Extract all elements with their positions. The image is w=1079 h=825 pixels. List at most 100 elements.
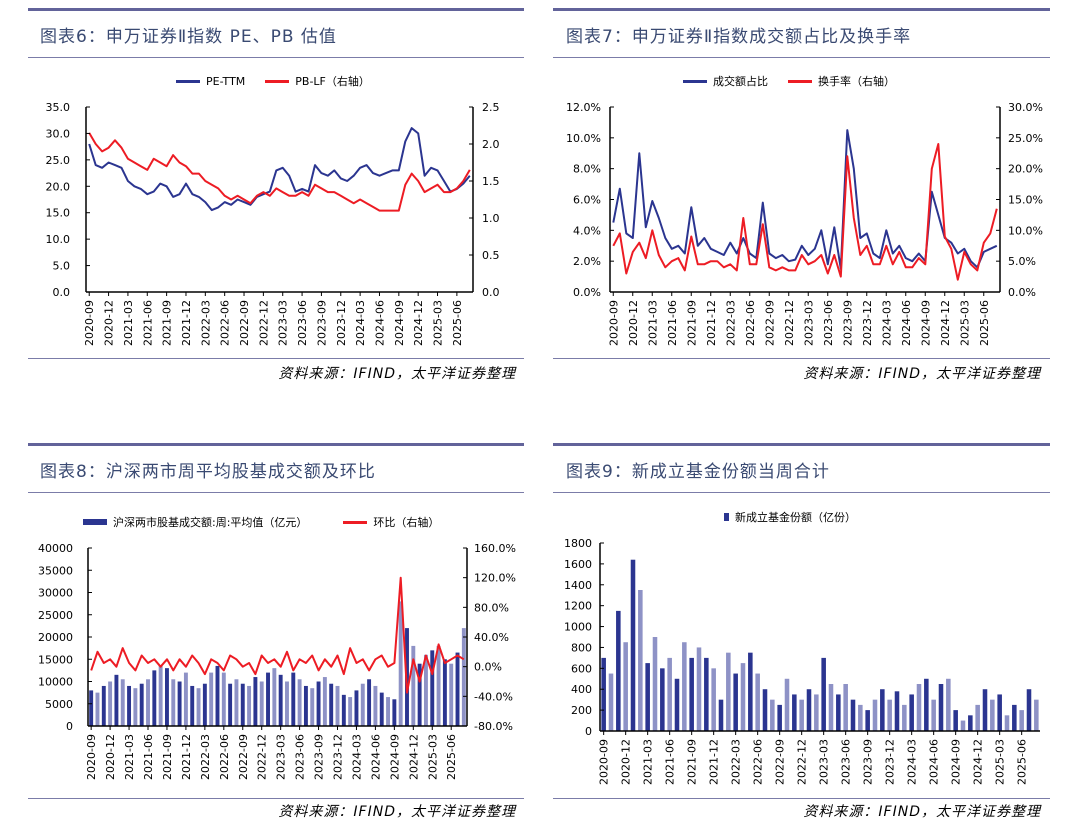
x-tick-label: 2025-06 <box>451 300 464 346</box>
bar <box>755 673 760 731</box>
bar <box>814 694 819 731</box>
x-tick-label: 2024-12 <box>972 739 985 785</box>
bar <box>953 710 958 731</box>
x-tick-label: 2024-12 <box>407 734 420 780</box>
x-tick-label: 2021-12 <box>180 734 193 780</box>
panel9-title-rule <box>553 492 1050 493</box>
bar <box>379 692 384 726</box>
y-tick-label-right: 160.0% <box>474 542 516 555</box>
legend-swatch-volume <box>83 519 107 525</box>
y-tick-label-right: 15.0% <box>1008 194 1043 207</box>
bar <box>850 699 856 731</box>
bar <box>190 685 195 726</box>
bar <box>660 668 665 731</box>
bar <box>373 685 378 726</box>
bar <box>196 688 201 726</box>
x-tick-label: 2022-12 <box>256 734 269 780</box>
bar <box>133 688 138 726</box>
legend-label-turnover: 换手率（右轴） <box>818 75 895 88</box>
chart9-title: 图表9：新成立基金份额当周合计 <box>566 462 830 482</box>
chart8: 40000 35000 30000 25000 20000 15000 10000 5000 0… <box>38 542 516 780</box>
y-tick-label-left: 8.0% <box>573 163 601 176</box>
bar <box>916 684 922 731</box>
y-tick-label-left: 20000 <box>38 631 73 644</box>
x-tick-label: 2024-03 <box>354 300 367 346</box>
bar <box>982 689 988 731</box>
bar <box>158 665 163 726</box>
x-tick-label: 2021-03 <box>646 300 659 346</box>
y-tick-label-left: 40000 <box>38 542 73 555</box>
x-tick-label: 2023-12 <box>861 300 874 346</box>
x-tick-label: 2024-06 <box>369 734 382 780</box>
x-tick-label: 2020-12 <box>103 300 116 346</box>
bar <box>95 692 100 726</box>
y-tick-label-left: 20.0 <box>46 180 71 193</box>
panel8-bottom-rule <box>28 798 524 799</box>
bar <box>887 699 892 731</box>
bar <box>909 694 914 731</box>
bar <box>858 704 863 731</box>
y-tick-label-right: 0.0% <box>474 661 502 674</box>
x-tick-label: 2022-06 <box>752 739 765 785</box>
bar <box>215 665 220 726</box>
series-line-0 <box>612 129 998 270</box>
bar <box>601 657 606 731</box>
y-tick-label-right: 120.0% <box>474 572 516 585</box>
bar <box>291 672 296 726</box>
x-tick-label: 2021-12 <box>180 300 193 346</box>
x-tick-label: 2020-12 <box>620 739 633 785</box>
x-tick-label: 2020-09 <box>85 734 98 780</box>
x-tick-label: 2022-06 <box>218 734 231 780</box>
bar <box>386 697 390 726</box>
y-tick-label-left: 35000 <box>38 564 73 577</box>
chart8-legend: 沪深两市股基成交额:周:平均值（亿元） 环比（右轴） <box>83 514 439 530</box>
bar <box>960 720 966 731</box>
x-tick-label: 2024-03 <box>906 739 919 785</box>
bar <box>114 674 119 726</box>
x-tick-label: 2021-09 <box>161 734 174 780</box>
y-tick-label-left: 200 <box>571 704 592 717</box>
x-tick-label: 2022-06 <box>744 300 757 346</box>
chart9-source: 资料来源：IFIND，太平洋证券整理 <box>803 804 1041 820</box>
bar <box>821 657 826 731</box>
series-line-1 <box>90 576 465 694</box>
bar <box>449 663 454 726</box>
x-tick-label: 2025-06 <box>1016 739 1029 785</box>
x-tick-label: 2022-03 <box>730 739 743 785</box>
bar <box>894 691 900 731</box>
bar <box>228 683 233 726</box>
x-tick-label: 2022-09 <box>763 300 776 346</box>
x-tick-label: 2024-12 <box>412 300 425 346</box>
bar <box>630 559 636 731</box>
panel6-top-rule <box>28 8 524 11</box>
bar <box>240 683 245 726</box>
x-tick-label: 2022-12 <box>796 739 809 785</box>
y-tick-label-right: 20.0% <box>1008 163 1043 176</box>
panel6-bottom-rule <box>28 358 524 359</box>
bar <box>828 684 834 731</box>
bar <box>1019 710 1024 731</box>
y-tick-label-left: 0 <box>585 725 592 738</box>
x-tick-label: 2025-03 <box>426 734 439 780</box>
x-tick-label: 2023-12 <box>332 734 345 780</box>
x-tick-label: 2021-06 <box>142 734 155 780</box>
bar <box>748 652 753 731</box>
x-tick-label: 2021-12 <box>708 739 721 785</box>
bar <box>975 704 980 731</box>
y-tick-label-left: 0.0 <box>53 286 71 299</box>
bar <box>209 672 214 726</box>
series-line-0 <box>88 127 471 212</box>
chart7-source: 资料来源：IFIND，太平洋证券整理 <box>803 366 1041 382</box>
bar <box>968 715 973 731</box>
chart8-source: 资料来源：IFIND，太平洋证券整理 <box>278 804 516 820</box>
bar <box>645 663 650 731</box>
series-line-1 <box>612 143 998 281</box>
legend-label-pb: PB-LF（右轴） <box>295 75 370 88</box>
y-tick-label-left: 35.0 <box>46 101 71 114</box>
y-tick-label-left: 12.0% <box>566 101 601 114</box>
bar <box>990 699 995 731</box>
bar <box>733 673 738 731</box>
x-tick-label: 2023-12 <box>335 300 348 346</box>
bar <box>89 690 94 726</box>
bar <box>297 679 302 726</box>
